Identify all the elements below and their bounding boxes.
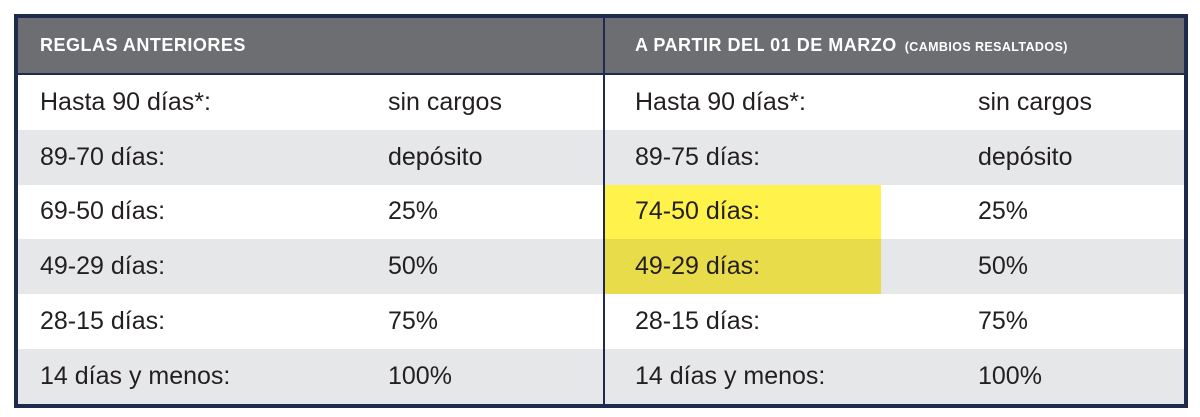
charge-value: 25%	[388, 197, 439, 226]
charge-value: 75%	[388, 307, 439, 336]
period-label: 49-29 días:	[40, 252, 166, 281]
period-label: 89-70 días:	[40, 142, 166, 171]
period-label: 14 días y menos:	[40, 361, 231, 390]
table-row: 14 días y menos: 100%	[18, 348, 603, 404]
table-row: 14 días y menos: 100%	[605, 348, 1184, 404]
period-label: Hasta 90 días*:	[635, 87, 806, 116]
charge-value: sin cargos	[978, 87, 1092, 116]
table-row: Hasta 90 días*: sin cargos	[605, 75, 1184, 130]
charge-value: 75%	[978, 307, 1029, 336]
new-rules-panel: A PARTIR DEL 01 DE MARZO (CAMBIOS RESALT…	[603, 18, 1184, 404]
period-label: 89-75 días:	[635, 142, 761, 171]
change-highlight	[605, 184, 881, 240]
table-row: 28-15 días: 75%	[605, 294, 1184, 349]
charge-value: depósito	[978, 142, 1073, 171]
previous-rules-panel: REGLAS ANTERIORES Hasta 90 días*: sin ca…	[18, 18, 603, 404]
period-label: 28-15 días:	[635, 307, 761, 336]
previous-rules-title: REGLAS ANTERIORES	[40, 35, 246, 55]
previous-rules-rows: Hasta 90 días*: sin cargos 89-70 días: d…	[18, 75, 603, 404]
charge-value: sin cargos	[388, 87, 502, 116]
table-row-highlighted: 49-29 días: 50%	[605, 239, 1184, 295]
previous-rules-header: REGLAS ANTERIORES	[18, 18, 603, 75]
change-highlight	[605, 239, 881, 295]
new-rules-header: A PARTIR DEL 01 DE MARZO (CAMBIOS RESALT…	[605, 18, 1184, 75]
new-rules-title: A PARTIR DEL 01 DE MARZO	[635, 35, 897, 55]
period-label: 28-15 días:	[40, 307, 166, 336]
charge-value: 50%	[388, 252, 439, 281]
table-row-highlighted: 74-50 días: 25%	[605, 184, 1184, 240]
table-row: 69-50 días: 25%	[18, 184, 603, 240]
new-rules-note: (CAMBIOS RESALTADOS)	[904, 39, 1068, 54]
table-row: 28-15 días: 75%	[18, 294, 603, 349]
charge-value: 25%	[978, 197, 1029, 226]
period-label: 49-29 días:	[635, 252, 761, 281]
table-row: 49-29 días: 50%	[18, 239, 603, 295]
charge-value: depósito	[388, 142, 483, 171]
charge-value: 100%	[978, 361, 1042, 390]
new-rules-rows: Hasta 90 días*: sin cargos 89-75 días: d…	[605, 75, 1184, 404]
charge-value: 50%	[978, 252, 1029, 281]
charge-value: 100%	[388, 361, 452, 390]
period-label: 14 días y menos:	[635, 361, 826, 390]
cancellation-policy-table: REGLAS ANTERIORES Hasta 90 días*: sin ca…	[14, 14, 1188, 408]
table-row: Hasta 90 días*: sin cargos	[18, 75, 603, 130]
table-row: 89-70 días: depósito	[18, 129, 603, 185]
period-label: Hasta 90 días*:	[40, 87, 211, 116]
period-label: 74-50 días:	[635, 197, 761, 226]
period-label: 69-50 días:	[40, 197, 166, 226]
table-row: 89-75 días: depósito	[605, 129, 1184, 185]
